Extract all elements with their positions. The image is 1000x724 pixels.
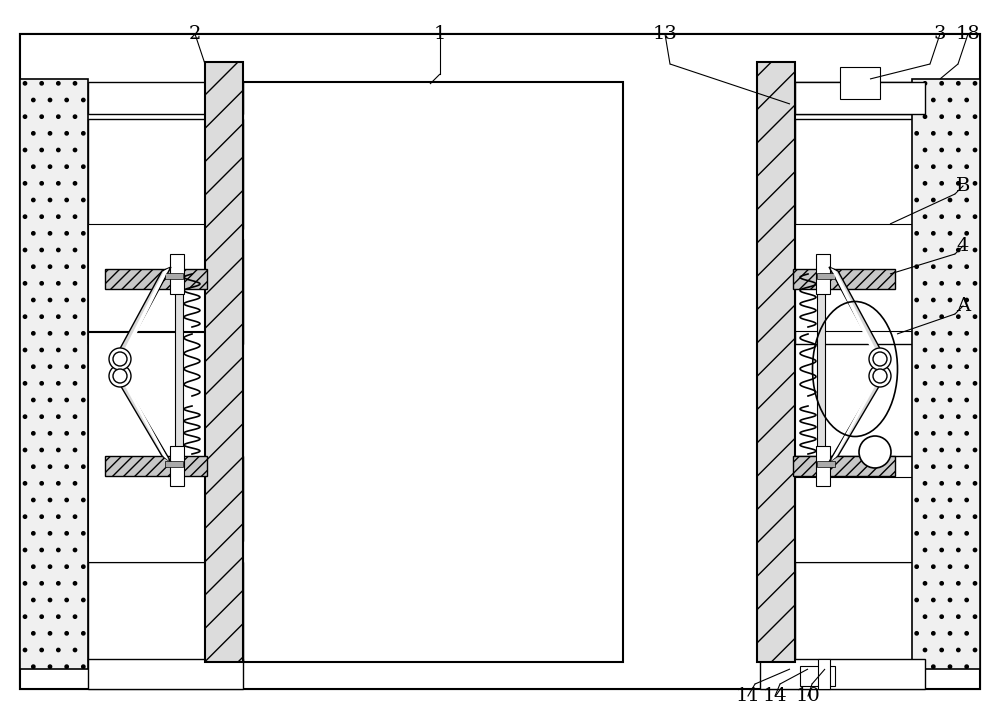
- Text: 18: 18: [956, 25, 980, 43]
- Bar: [795, 82, 925, 114]
- Polygon shape: [831, 381, 878, 461]
- Circle shape: [113, 369, 127, 383]
- Text: 4: 4: [957, 237, 969, 255]
- Bar: [205, 62, 243, 662]
- Text: A: A: [956, 297, 970, 315]
- Bar: [88, 659, 243, 689]
- Bar: [795, 456, 925, 541]
- Polygon shape: [829, 267, 884, 356]
- Text: 14: 14: [763, 687, 787, 705]
- Text: 13: 13: [653, 25, 677, 43]
- Bar: [175, 286, 183, 456]
- Bar: [912, 79, 980, 669]
- Bar: [88, 224, 206, 331]
- Polygon shape: [122, 268, 169, 354]
- Bar: [757, 62, 795, 662]
- Bar: [793, 456, 895, 476]
- Text: 11: 11: [736, 687, 760, 705]
- Bar: [817, 273, 835, 279]
- Circle shape: [873, 369, 887, 383]
- Bar: [88, 562, 243, 662]
- Polygon shape: [116, 378, 171, 462]
- Bar: [817, 286, 825, 456]
- Polygon shape: [116, 267, 171, 356]
- Bar: [795, 562, 925, 662]
- Bar: [816, 446, 830, 486]
- Text: 10: 10: [796, 687, 820, 705]
- Circle shape: [873, 352, 887, 366]
- Bar: [795, 224, 925, 331]
- Polygon shape: [831, 268, 878, 354]
- Polygon shape: [829, 378, 884, 462]
- Bar: [88, 456, 243, 541]
- Bar: [795, 477, 925, 562]
- Bar: [165, 461, 183, 467]
- Bar: [795, 119, 925, 229]
- Text: 3: 3: [934, 25, 946, 43]
- Bar: [88, 119, 243, 229]
- Circle shape: [109, 348, 131, 370]
- Bar: [105, 269, 207, 289]
- Text: B: B: [956, 177, 970, 195]
- Circle shape: [869, 348, 891, 370]
- Text: 1: 1: [434, 25, 446, 43]
- Bar: [816, 254, 830, 294]
- Bar: [795, 239, 925, 344]
- Bar: [817, 461, 835, 467]
- Bar: [170, 446, 184, 486]
- Bar: [795, 82, 925, 114]
- Bar: [105, 456, 207, 476]
- Circle shape: [859, 436, 891, 468]
- Bar: [793, 269, 895, 289]
- Bar: [818, 659, 830, 689]
- Circle shape: [109, 365, 131, 387]
- Circle shape: [869, 365, 891, 387]
- Bar: [760, 659, 925, 689]
- Bar: [243, 82, 623, 662]
- Bar: [165, 273, 183, 279]
- Text: 2: 2: [189, 25, 201, 43]
- Circle shape: [113, 352, 127, 366]
- Bar: [800, 666, 835, 686]
- Bar: [88, 82, 243, 114]
- Polygon shape: [122, 381, 169, 461]
- Bar: [20, 79, 88, 669]
- Bar: [88, 332, 206, 562]
- Bar: [88, 239, 243, 344]
- Bar: [840, 67, 880, 99]
- Bar: [170, 254, 184, 294]
